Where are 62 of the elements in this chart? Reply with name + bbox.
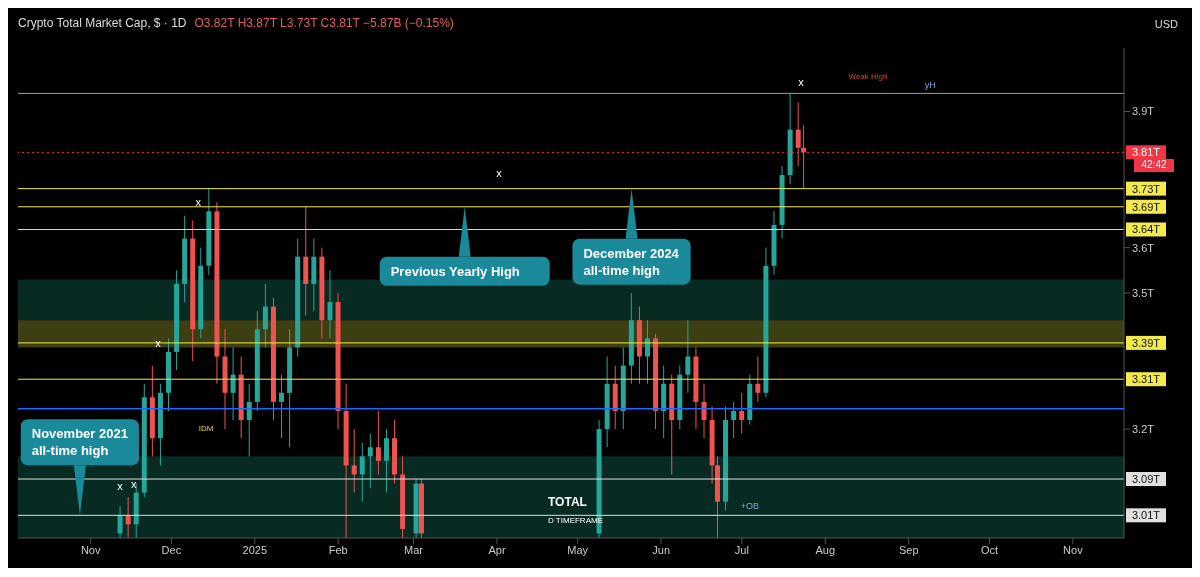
x-tick-label: May — [567, 543, 589, 556]
candlestick — [359, 442, 365, 503]
candlestick — [383, 428, 389, 494]
x-tick-label: Jun — [652, 543, 671, 556]
candlestick — [279, 374, 285, 439]
annotation: Previous Yearly High — [390, 263, 520, 279]
ref-line-label: 3.81T — [1131, 146, 1161, 159]
candlestick — [230, 346, 236, 421]
x-tick-label: Aug — [815, 543, 836, 556]
candlestick — [731, 401, 737, 439]
ref-line-label: 3.01T — [1131, 509, 1161, 522]
y-tick-label: 3.2T — [1132, 423, 1155, 436]
candlestick — [739, 392, 745, 435]
ref-line-label: 3.64T — [1131, 223, 1161, 236]
annotation: November 2021 all-time high — [31, 426, 128, 459]
candlestick — [701, 383, 707, 439]
annotation: x — [155, 336, 162, 349]
annotation: December 2024 all-time high — [583, 245, 680, 278]
candlestick — [685, 319, 691, 394]
annotation: TOTAL — [548, 495, 587, 509]
y-tick-label: 3.5T — [1132, 286, 1155, 299]
x-tick-label: Nov — [80, 543, 101, 556]
y-tick-label: 3.9T — [1132, 105, 1155, 118]
annotation: x — [798, 76, 804, 88]
ref-line-label: 3.73T — [1131, 182, 1161, 195]
candlestick — [117, 505, 123, 538]
annotation: +OB — [740, 501, 760, 511]
x-tick-label: Mar — [404, 543, 424, 556]
candlestick — [262, 283, 268, 348]
annotation: Weak High — [848, 71, 888, 81]
candlestick — [351, 428, 357, 494]
ref-line-label: 3.69T — [1131, 200, 1161, 213]
x-tick-label: 2025 — [242, 543, 268, 556]
x-tick-label: Jul — [734, 543, 749, 556]
chart-subtitle: O3.82T H3.87T L3.73T C3.81T −5.87B (−0.15%) — [194, 16, 454, 30]
chart-title: Crypto Total Market Cap, $ · 1D — [18, 16, 187, 30]
annotation: x — [117, 480, 123, 492]
ref-line-label: 3.31T — [1131, 373, 1161, 386]
candlestick — [367, 433, 373, 489]
text: 42:42 — [1134, 159, 1174, 173]
candlestick — [327, 269, 333, 339]
text: USD — [1154, 18, 1178, 30]
candlestick — [755, 356, 761, 403]
annotation: D TIMEFRAME — [548, 516, 603, 525]
candlestick — [645, 319, 650, 385]
x-tick-label: Sep — [898, 543, 919, 556]
annotation: IDM — [198, 423, 214, 433]
ref-line-label: 3.09T — [1131, 473, 1161, 486]
annotation: x — [496, 167, 502, 179]
candlestick — [246, 383, 252, 457]
candlestick — [795, 101, 801, 167]
candlestick — [375, 410, 381, 475]
x-tick-label: Oct — [980, 543, 999, 556]
x-tick-label: Apr — [488, 543, 506, 556]
x-tick-label: Nov — [1063, 543, 1084, 556]
annotation: yH — [924, 80, 936, 91]
annotation: x — [195, 196, 202, 209]
y-tick-label: 3.6T — [1132, 241, 1155, 254]
ref-line-label: 3.39T — [1131, 336, 1161, 349]
x-tick-label: Feb — [328, 543, 348, 556]
annotation: x — [130, 477, 137, 490]
x-tick-label: Dec — [161, 543, 182, 556]
